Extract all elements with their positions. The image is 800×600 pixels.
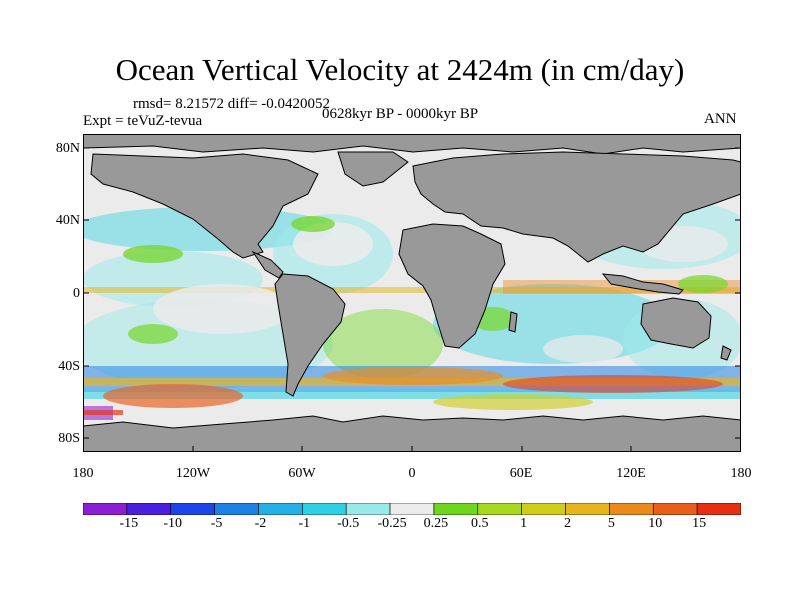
lat-label-40s: 40S <box>58 359 80 374</box>
lat-label-80n: 80N <box>55 141 80 156</box>
color-bar-level-label: -10 <box>163 516 183 531</box>
land-masses <box>83 134 741 452</box>
color-bar-box <box>652 503 698 515</box>
color-bar <box>83 503 741 515</box>
color-bar-box <box>433 503 479 515</box>
australia <box>640 297 712 349</box>
velocity-map <box>83 134 741 452</box>
color-bar-box <box>696 503 741 515</box>
stats-text: rmsd= 8.21572 diff= -0.0420052 <box>133 96 331 112</box>
color-bar-level-label: 15 <box>692 516 707 531</box>
color-bar-level-label: -15 <box>119 516 139 531</box>
color-bar-level-label: 0.25 <box>423 516 449 531</box>
south-america <box>274 273 346 397</box>
lon-label-60w: 60W <box>288 466 316 481</box>
lon-label-120w: 120W <box>175 466 211 481</box>
color-bar-level-label: -1 <box>298 516 311 531</box>
north-america <box>90 153 319 259</box>
lon-label-60e: 60E <box>509 466 533 481</box>
color-bar-level-label: -5 <box>210 516 223 531</box>
central-america <box>251 250 284 279</box>
lat-label-40n: 40N <box>55 213 80 228</box>
color-bar-level-label: -0.5 <box>337 516 360 531</box>
antarctica <box>83 415 741 452</box>
color-bar-level-label: 5 <box>607 516 615 531</box>
lat-label-80s: 80S <box>58 431 80 446</box>
africa <box>398 223 506 349</box>
color-bar-box <box>389 503 435 515</box>
lat-label-0: 0 <box>73 286 80 301</box>
color-bar-box <box>521 503 566 515</box>
eurasia <box>412 151 741 263</box>
new-zealand <box>720 345 732 361</box>
lon-label-0: 0 <box>408 466 416 481</box>
arctic-land <box>83 134 741 155</box>
experiment-label: Expt = teVuZ-tevua <box>83 113 203 129</box>
color-bar-level-label: -0.25 <box>377 516 407 531</box>
color-bar-box <box>170 503 215 515</box>
color-bar-box <box>126 503 172 515</box>
lon-label-180e: 180 <box>730 466 752 481</box>
color-bar-level-label: -2 <box>254 516 267 531</box>
color-bar-level-label: 2 <box>564 516 572 531</box>
map-title: Ocean Vertical Velocity at 2424m (in cm/… <box>115 52 685 87</box>
lon-label-120e: 120E <box>616 466 646 481</box>
color-bar-box <box>302 503 347 515</box>
maritime-continent <box>601 273 684 295</box>
greenland <box>337 151 409 187</box>
lon-label-180w: 180 <box>72 466 94 481</box>
color-bar-level-label: 1 <box>520 516 528 531</box>
color-bar-box <box>345 503 391 515</box>
color-bar-level-label: 10 <box>648 516 663 531</box>
color-bar-box <box>477 503 522 515</box>
color-bar-box <box>609 503 654 515</box>
color-bar-box <box>565 503 610 515</box>
color-bar-box <box>214 503 259 515</box>
axis-ticks <box>83 147 741 452</box>
season-label: ANN <box>704 111 737 127</box>
color-bar-level-label: 0.5 <box>471 516 489 531</box>
color-bar-box <box>83 503 128 515</box>
madagascar <box>508 311 518 333</box>
color-bar-box <box>258 503 303 515</box>
period-label: 0628kyr BP - 0000kyr BP <box>322 106 479 122</box>
